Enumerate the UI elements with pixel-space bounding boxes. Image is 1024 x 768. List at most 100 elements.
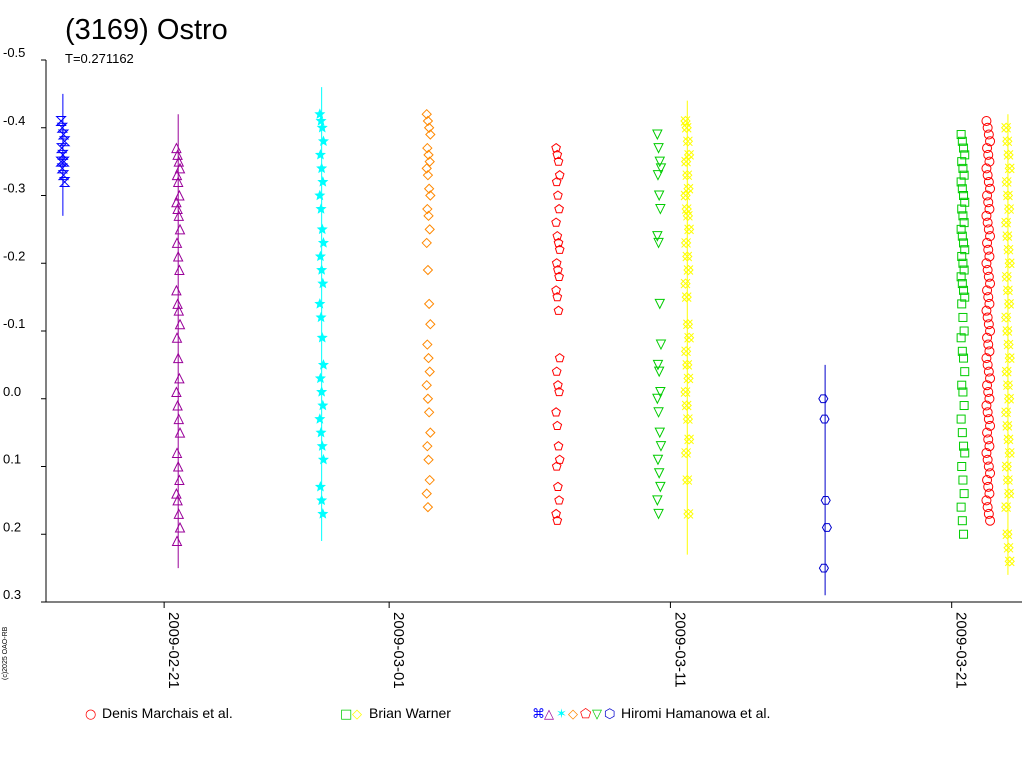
data-point xyxy=(956,130,966,140)
data-point xyxy=(819,414,830,424)
legend-symbol: ◇ xyxy=(568,707,578,722)
data-point xyxy=(425,190,436,201)
data-point xyxy=(1004,258,1015,269)
data-point xyxy=(174,162,186,174)
data-point xyxy=(58,176,71,187)
data-point xyxy=(423,149,434,161)
data-point xyxy=(551,142,561,153)
data-point xyxy=(171,535,183,547)
y-tick-label: -0.3 xyxy=(3,181,25,196)
data-point xyxy=(680,386,691,398)
legend-label: Brian Warner xyxy=(369,705,451,721)
data-point xyxy=(553,380,563,390)
data-point xyxy=(1001,176,1012,188)
data-point xyxy=(683,332,695,343)
data-point xyxy=(683,508,694,520)
y-tick-label: 0.3 xyxy=(3,587,21,602)
data-point xyxy=(960,150,970,160)
data-point xyxy=(652,129,663,141)
data-point xyxy=(554,170,565,180)
data-point xyxy=(957,428,967,438)
data-point xyxy=(425,129,436,140)
data-point xyxy=(1002,325,1013,337)
data-point xyxy=(982,427,993,438)
data-point xyxy=(981,210,992,221)
data-point xyxy=(820,495,831,505)
data-point xyxy=(982,217,993,228)
data-point xyxy=(423,298,435,310)
data-point xyxy=(173,508,185,519)
data-point xyxy=(821,523,832,532)
series-group xyxy=(551,142,565,525)
data-point xyxy=(982,332,993,343)
data-point xyxy=(982,237,993,248)
data-point xyxy=(983,271,994,282)
data-point xyxy=(653,143,664,154)
data-point xyxy=(1003,149,1014,161)
data-point xyxy=(957,204,967,214)
data-point xyxy=(818,394,829,404)
data-point xyxy=(1000,312,1012,323)
data-point xyxy=(960,448,970,458)
data-point xyxy=(316,386,328,397)
legend-symbol: ⬡ xyxy=(604,707,615,722)
data-point xyxy=(681,291,692,303)
data-point xyxy=(984,251,995,262)
data-point xyxy=(316,264,328,275)
data-point xyxy=(985,326,996,336)
y-tick-label: 0.2 xyxy=(3,519,21,534)
data-point xyxy=(171,142,182,154)
data-point xyxy=(982,285,993,296)
data-point xyxy=(959,529,969,539)
data-point xyxy=(680,115,691,127)
data-point xyxy=(984,488,995,499)
data-point xyxy=(171,284,182,296)
series-group xyxy=(981,115,996,526)
data-point xyxy=(981,305,992,316)
series-group xyxy=(421,108,436,513)
data-point xyxy=(1002,285,1014,296)
data-point xyxy=(55,143,68,154)
data-point xyxy=(957,231,967,241)
data-point xyxy=(314,413,326,424)
x-axis-ticks: 2009-02-21 2009-03-01 2009-03-11 2009-03-21 xyxy=(163,602,970,689)
data-point xyxy=(422,393,434,404)
data-point xyxy=(683,224,695,235)
data-point xyxy=(982,190,993,201)
data-point xyxy=(316,223,328,235)
data-point xyxy=(1002,529,1013,540)
data-point xyxy=(957,462,967,471)
data-point xyxy=(172,399,183,411)
data-point xyxy=(960,197,970,207)
data-point xyxy=(683,183,694,194)
data-point xyxy=(682,359,693,371)
data-point xyxy=(652,495,663,506)
data-point xyxy=(957,184,967,194)
data-point xyxy=(982,502,993,513)
y-tick-label: -0.1 xyxy=(3,316,25,331)
data-point xyxy=(958,163,968,173)
data-point xyxy=(1004,352,1015,364)
data-point xyxy=(1002,190,1014,201)
data-point xyxy=(173,413,185,425)
data-point xyxy=(959,238,969,248)
data-point xyxy=(957,516,967,526)
data-point xyxy=(317,359,329,370)
data-point xyxy=(1004,556,1015,567)
data-point xyxy=(422,440,433,452)
data-point xyxy=(983,197,994,208)
data-point xyxy=(682,136,694,147)
data-point xyxy=(315,203,327,214)
data-point xyxy=(423,454,434,465)
data-point xyxy=(956,333,966,343)
data-point xyxy=(984,156,995,167)
data-point xyxy=(1001,366,1012,377)
data-point xyxy=(981,163,992,174)
data-point xyxy=(983,461,994,472)
data-point xyxy=(171,237,183,248)
data-point xyxy=(316,331,328,343)
data-point xyxy=(956,502,966,512)
data-point xyxy=(981,353,992,364)
data-point xyxy=(983,149,994,160)
series-group xyxy=(818,364,832,596)
